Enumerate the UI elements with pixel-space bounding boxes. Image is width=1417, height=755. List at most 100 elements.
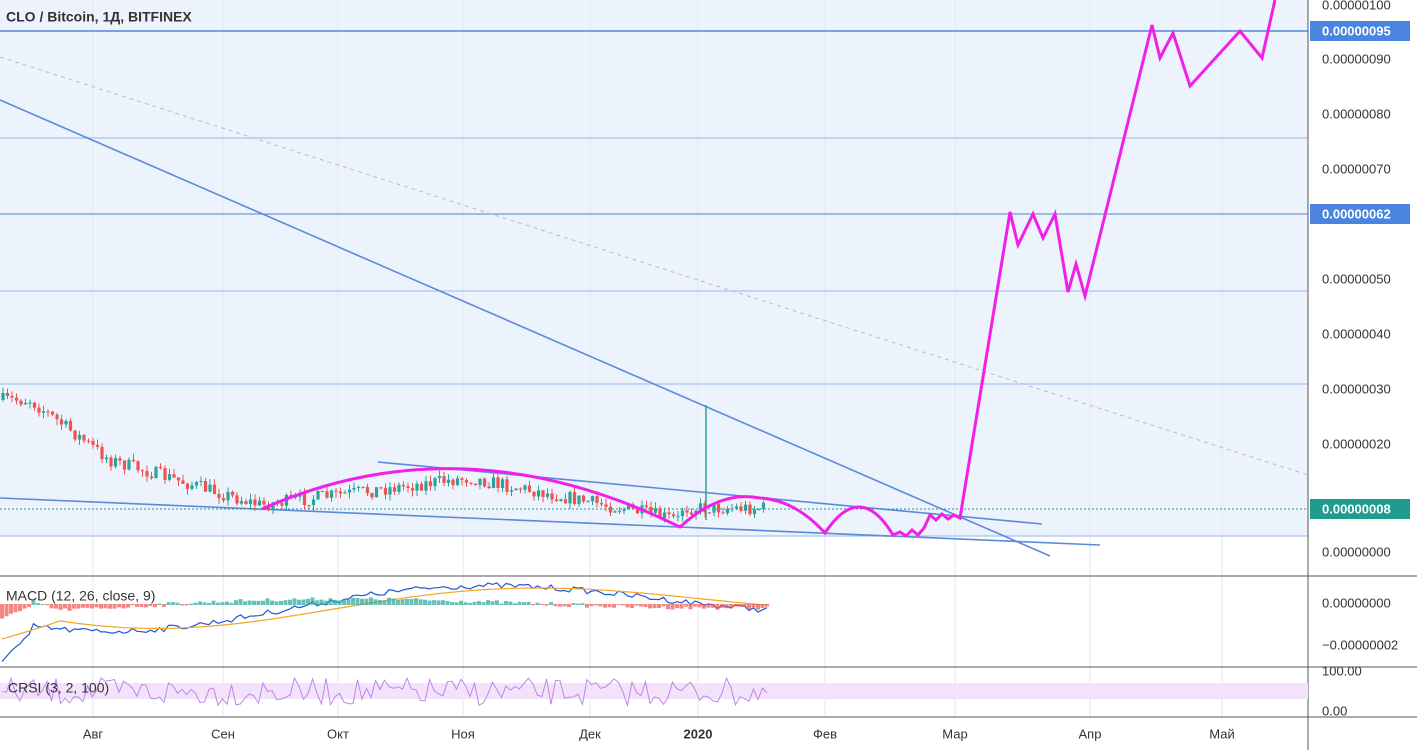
candle-body: [482, 478, 487, 487]
macd-histogram: [531, 604, 535, 606]
candle-body: [140, 470, 145, 472]
candle-body: [644, 505, 649, 507]
candle-body: [590, 496, 595, 502]
candle-body: [761, 502, 766, 509]
macd-histogram: [369, 597, 373, 605]
macd-histogram: [184, 604, 189, 606]
macd-histogram: [733, 604, 738, 607]
macd-histogram: [247, 600, 252, 605]
candle-body: [689, 512, 694, 515]
candle-body: [19, 400, 23, 405]
macd-histogram: [99, 604, 103, 609]
macd-histogram: [40, 603, 45, 605]
macd-histogram: [9, 604, 13, 614]
macd-histogram: [540, 604, 544, 606]
candle-body: [680, 510, 685, 517]
candle-body: [473, 483, 478, 485]
macd-histogram: [148, 604, 153, 607]
candle-body: [725, 508, 730, 514]
candle-body: [532, 491, 536, 497]
macd-histogram: [378, 600, 382, 605]
macd-histogram: [499, 603, 504, 605]
candle-body: [491, 477, 496, 489]
time-label: Окт: [327, 726, 349, 741]
macd-histogram: [598, 604, 603, 607]
macd-histogram: [616, 604, 621, 606]
candle-body: [100, 446, 104, 460]
candle-body: [154, 466, 158, 479]
macd-histogram: [423, 599, 427, 605]
macd-line: [1, 582, 768, 662]
candle-body: [104, 457, 109, 460]
macd-histogram: [18, 604, 22, 612]
candle-body: [113, 458, 118, 467]
macd-histogram: [634, 604, 639, 606]
candle-body: [334, 490, 338, 492]
time-label: Мар: [942, 726, 967, 741]
candle-body: [518, 488, 523, 490]
macd-histogram: [342, 599, 346, 605]
candle-body: [388, 487, 392, 495]
price-label: 0.00000090: [1322, 51, 1391, 66]
candle-body: [239, 501, 244, 504]
trendlines: [0, 99, 1101, 557]
candle-body: [230, 491, 235, 496]
macd-histogram: [594, 604, 598, 606]
candle-body: [280, 503, 284, 506]
candle-body: [41, 411, 46, 413]
macd-histogram: [765, 604, 769, 607]
crsi-axis-label: 0.00: [1322, 703, 1347, 718]
macd-histogram: [468, 602, 472, 605]
candles: [1, 387, 766, 523]
horizontal-levels: [0, 30, 1308, 537]
price-label: 0.00000000: [1322, 544, 1391, 559]
candle-body: [410, 488, 415, 491]
macd-histogram: [108, 604, 112, 609]
macd-histogram: [418, 599, 423, 605]
time-label: Сен: [211, 726, 235, 741]
macd-histogram: [472, 601, 477, 605]
price-label: 0.00000020: [1322, 436, 1391, 451]
candle-body: [55, 414, 59, 420]
candle-body: [455, 478, 460, 486]
macd-histogram: [175, 602, 180, 605]
macd-histogram: [144, 604, 148, 608]
macd-histogram: [562, 604, 567, 607]
symbol-title: CLO / Bitcoin, 1Д, BITFINEX: [6, 9, 192, 25]
macd-histogram: [477, 601, 481, 605]
price-badge: [1310, 499, 1410, 519]
candle-body: [131, 459, 136, 462]
macd-histogram: [526, 601, 531, 605]
candle-body: [307, 505, 311, 507]
candle-body: [667, 512, 671, 515]
macd-histogram: [63, 604, 67, 609]
candle-body: [626, 504, 631, 510]
candle-body: [541, 490, 545, 497]
candle-body: [172, 474, 176, 478]
macd-histogram: [171, 602, 175, 605]
price-label: 0.00000030: [1322, 381, 1391, 396]
macd-histogram: [252, 600, 256, 605]
macd-histogram: [414, 598, 418, 605]
candle-body: [356, 486, 361, 488]
time-label: Ноя: [451, 726, 475, 741]
macd-histogram: [229, 602, 234, 605]
candle-body: [433, 478, 437, 487]
candle-body: [149, 476, 154, 479]
macd-histogram: [13, 604, 18, 613]
candle-body: [77, 434, 82, 440]
candle-body: [469, 482, 473, 484]
candle-body: [181, 480, 185, 484]
macd-histogram: [225, 601, 229, 605]
candle-body: [676, 516, 680, 518]
macd-histogram: [652, 604, 657, 609]
macd-histogram: [742, 604, 747, 607]
candle-body: [95, 444, 100, 447]
candle-body: [145, 471, 149, 477]
macd-histogram: [274, 601, 279, 605]
candle-body: [59, 419, 64, 425]
candle-body: [226, 491, 230, 501]
macd-histogram: [126, 604, 130, 608]
candle-body: [586, 501, 590, 503]
macd-histogram: [486, 600, 490, 605]
